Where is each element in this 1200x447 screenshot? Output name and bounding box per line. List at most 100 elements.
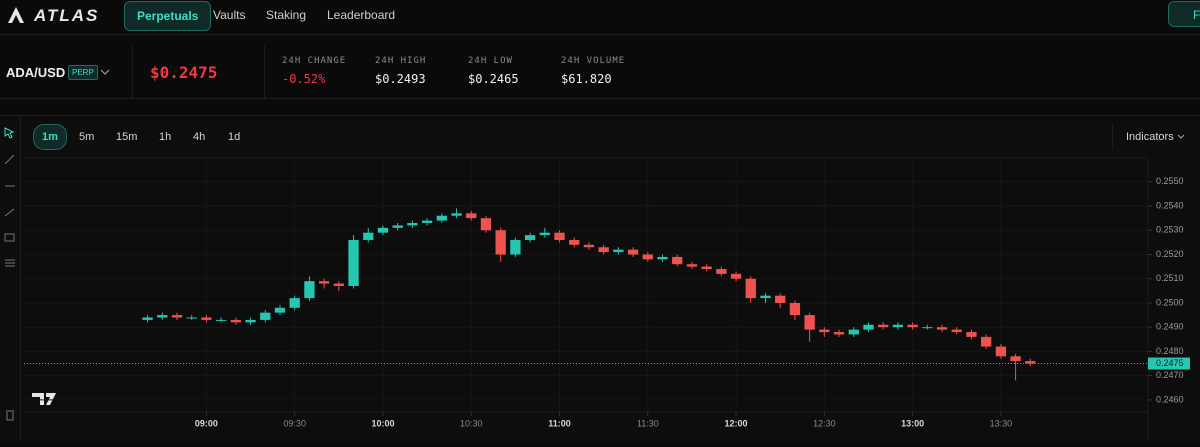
candle-body — [701, 266, 712, 270]
top-nav: ATLAS Perpetuals Vaults Staking Leaderbo… — [0, 0, 1200, 35]
market-bar: ADA/USD PERP $0.2475 24H CHANGE -0.52% 2… — [0, 46, 1200, 99]
candle-body — [348, 239, 359, 286]
candle-body — [230, 319, 242, 323]
action-button[interactable]: F — [1168, 1, 1200, 27]
timeframe[interactable]: 15m — [116, 131, 138, 143]
candle-body — [833, 332, 845, 335]
x-tick-label: 12:00 — [725, 418, 748, 428]
candle-body — [304, 281, 315, 299]
timeframe[interactable]: 1h — [159, 131, 172, 143]
dropdown-icon[interactable] — [100, 68, 110, 76]
logo-icon — [8, 7, 24, 23]
x-tick-label: 11:00 — [548, 418, 571, 428]
candle-body — [995, 346, 1007, 357]
candle-body — [333, 283, 344, 286]
candle-body — [480, 218, 492, 231]
candle-body — [951, 329, 962, 333]
y-tick-label: 0.2470 — [1156, 370, 1184, 380]
candle-body — [1010, 356, 1021, 362]
candle-body — [672, 256, 683, 265]
y-tick-label: 0.2510 — [1156, 273, 1184, 283]
y-tick-label: 0.2520 — [1156, 249, 1184, 259]
logo: ATLAS — [34, 6, 100, 25]
candle-body — [451, 213, 462, 216]
y-tick-label: 0.2550 — [1156, 176, 1184, 186]
candle-body — [878, 324, 889, 328]
x-tick-label: 10:30 — [460, 418, 483, 428]
candle-body — [495, 230, 506, 255]
candle-body — [363, 232, 374, 240]
y-tick-label: 0.2530 — [1156, 225, 1184, 235]
candle-body — [186, 317, 197, 319]
stat-label: 24H HIGH — [375, 56, 427, 66]
timeframe[interactable]: 1m — [33, 124, 67, 150]
candle-body — [436, 215, 447, 221]
candle-body — [936, 327, 948, 330]
stat-value: $61.820 — [561, 72, 612, 86]
candle-body — [171, 315, 183, 318]
nav-tab[interactable]: Perpetuals — [124, 1, 212, 31]
candle-body — [627, 249, 639, 255]
x-tick-label: 12:30 — [813, 418, 836, 428]
timeframe[interactable]: 1d — [228, 131, 241, 143]
nav-tab[interactable]: Staking — [266, 8, 307, 22]
candle-body — [657, 256, 668, 260]
candle-body — [981, 336, 992, 347]
candle-body — [686, 264, 698, 267]
divider — [264, 46, 265, 98]
candle-body — [598, 247, 609, 253]
candle-body — [157, 315, 168, 318]
x-tick-label: 13:30 — [990, 418, 1013, 428]
stat-value: $0.2493 — [375, 72, 426, 86]
timeframe[interactable]: 5m — [79, 131, 95, 143]
candle-body — [554, 232, 565, 240]
candle-body — [775, 295, 786, 303]
candle-body — [215, 319, 227, 321]
candle-body — [466, 213, 477, 219]
candle-body — [377, 227, 389, 233]
candle-body — [613, 249, 624, 253]
x-tick-label: 09:00 — [195, 418, 218, 428]
dropdown-icon — [1177, 134, 1185, 139]
y-tick-label: 0.2490 — [1156, 322, 1184, 332]
candle-body — [260, 312, 271, 320]
indicators-label[interactable]: Indicators — [1126, 131, 1174, 143]
candle-body — [1025, 361, 1036, 364]
candle-body — [730, 273, 742, 279]
stat-label: 24H LOW — [468, 56, 513, 66]
candle-body — [510, 239, 521, 255]
y-tick-label: 0.2460 — [1156, 394, 1184, 404]
candle-body — [583, 244, 595, 248]
candle-body — [201, 317, 212, 320]
x-tick-label: 09:30 — [283, 418, 306, 428]
indicators-button[interactable]: Indicators — [1112, 124, 1200, 150]
divider — [132, 46, 133, 98]
nav-tab[interactable]: Leaderboard — [327, 8, 396, 22]
candle-body — [922, 327, 933, 329]
y-tick-label: 0.2500 — [1156, 297, 1184, 307]
last-price-label: 0.2475 — [1156, 358, 1184, 368]
tool-column — [0, 115, 21, 442]
candle-body — [642, 254, 653, 260]
candle-body — [892, 324, 904, 328]
candle-body — [392, 225, 403, 228]
candle-body — [789, 302, 801, 316]
pair[interactable]: ADA/USD — [6, 65, 66, 80]
nav-tab[interactable]: Vaults — [213, 8, 246, 22]
candle-body — [274, 307, 286, 313]
timeframe[interactable]: 4h — [193, 131, 206, 143]
candle-body — [804, 315, 815, 330]
last-price-box — [1148, 357, 1190, 370]
stat-value: -0.52% — [282, 72, 326, 86]
candle-body — [848, 329, 859, 335]
candle-body — [407, 223, 418, 226]
candle-body — [539, 232, 550, 236]
stat-label: 24H CHANGE — [282, 56, 347, 66]
candle-body — [760, 295, 771, 299]
stat-value: $0.2465 — [468, 72, 519, 86]
candle-body — [524, 235, 536, 240]
y-tick-label: 0.2540 — [1156, 200, 1184, 210]
candle-body — [318, 281, 330, 284]
